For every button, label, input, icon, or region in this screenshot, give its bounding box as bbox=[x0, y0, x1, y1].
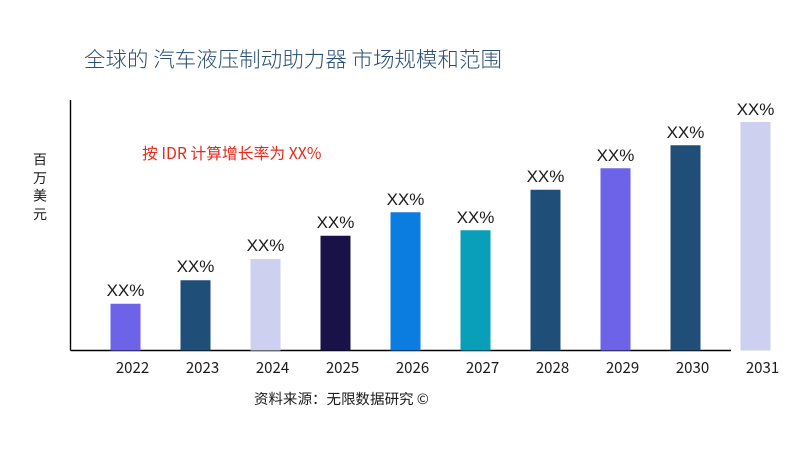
svg-text:XX%: XX% bbox=[387, 190, 425, 209]
svg-text:2028: 2028 bbox=[536, 357, 569, 378]
svg-text:XX%: XX% bbox=[457, 208, 495, 227]
svg-text:XX%: XX% bbox=[317, 213, 355, 232]
svg-text:2027: 2027 bbox=[466, 357, 499, 378]
svg-text:2023: 2023 bbox=[186, 357, 219, 378]
svg-text:XX%: XX% bbox=[527, 167, 565, 186]
svg-text:2025: 2025 bbox=[326, 357, 359, 378]
svg-text:XX%: XX% bbox=[107, 281, 145, 300]
svg-text:2022: 2022 bbox=[116, 357, 149, 378]
svg-text:XX%: XX% bbox=[247, 236, 285, 255]
svg-text:XX%: XX% bbox=[737, 100, 775, 119]
svg-text:2030: 2030 bbox=[676, 357, 709, 378]
svg-text:2029: 2029 bbox=[606, 357, 639, 378]
svg-text:2024: 2024 bbox=[256, 357, 289, 378]
svg-text:2026: 2026 bbox=[396, 357, 429, 378]
svg-text:XX%: XX% bbox=[177, 257, 215, 276]
svg-text:2031: 2031 bbox=[746, 357, 779, 378]
svg-text:XX%: XX% bbox=[597, 146, 635, 165]
svg-text:XX%: XX% bbox=[667, 123, 705, 142]
